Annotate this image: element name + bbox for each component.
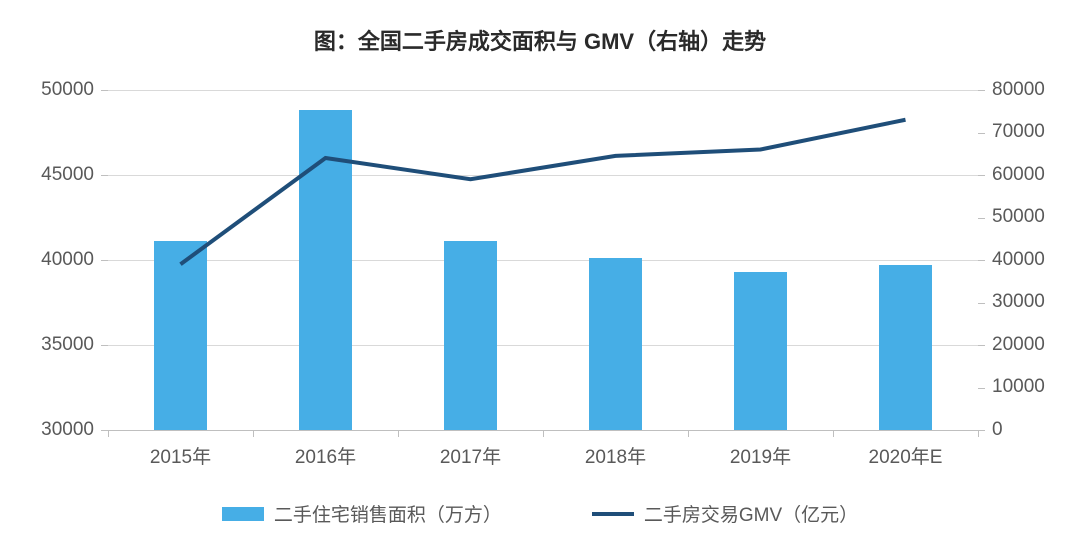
y-left-tick-mark [101,175,108,176]
x-tick-mark [978,430,979,437]
y-right-tick-mark [978,260,985,261]
legend-swatch-bar [222,507,264,521]
y-right-tick-label: 60000 [992,164,1045,186]
y-right-tick-mark [978,303,985,304]
chart-container: 图：全国二手房成交面积与 GMV（右轴）走势 30000350004000045… [0,0,1080,554]
x-tick-label: 2016年 [295,442,356,469]
y-right-tick-mark [978,133,985,134]
legend-item-line: 二手房交易GMV（亿元） [592,500,858,527]
x-tick-label: 2015年 [150,442,211,469]
y-left-tick-label: 50000 [41,79,94,101]
x-tick-label: 2017年 [440,442,501,469]
legend: 二手住宅销售面积（万方） 二手房交易GMV（亿元） [0,500,1080,527]
y-right-tick-mark [978,218,985,219]
y-right-tick-mark [978,430,985,431]
y-right-tick-label: 30000 [992,291,1045,313]
y-left-tick-label: 35000 [41,334,94,356]
y-right-tick-label: 50000 [992,206,1045,228]
y-right-tick-label: 20000 [992,334,1045,356]
y-left-tick-mark [101,90,108,91]
x-tick-mark [833,430,834,437]
x-tick-mark [543,430,544,437]
y-right-tick-label: 10000 [992,376,1045,398]
x-tick-mark [398,430,399,437]
y-left-tick-label: 45000 [41,164,94,186]
y-right-tick-mark [978,345,985,346]
legend-label: 二手住宅销售面积（万方） [274,500,502,527]
x-tick-label: 2020年E [869,442,943,469]
y-left-tick-mark [101,345,108,346]
plot-area: 3000035000400004500050000010000200003000… [108,90,978,430]
y-right-tick-label: 0 [992,419,1003,441]
y-left-tick-label: 30000 [41,419,94,441]
y-right-tick-label: 40000 [992,249,1045,271]
x-tick-mark [688,430,689,437]
y-right-tick-mark [978,90,985,91]
x-tick-mark [253,430,254,437]
line-series [108,90,978,430]
y-right-tick-mark [978,388,985,389]
y-right-tick-label: 70000 [992,121,1045,143]
x-tick-label: 2019年 [730,442,791,469]
legend-item-bar: 二手住宅销售面积（万方） [222,500,502,527]
y-left-tick-label: 40000 [41,249,94,271]
y-right-tick-label: 80000 [992,79,1045,101]
chart-title: 图：全国二手房成交面积与 GMV（右轴）走势 [0,24,1080,56]
x-tick-label: 2018年 [585,442,646,469]
legend-swatch-line [592,512,634,516]
x-tick-mark [108,430,109,437]
y-left-tick-mark [101,260,108,261]
y-right-tick-mark [978,175,985,176]
legend-label: 二手房交易GMV（亿元） [644,500,858,527]
